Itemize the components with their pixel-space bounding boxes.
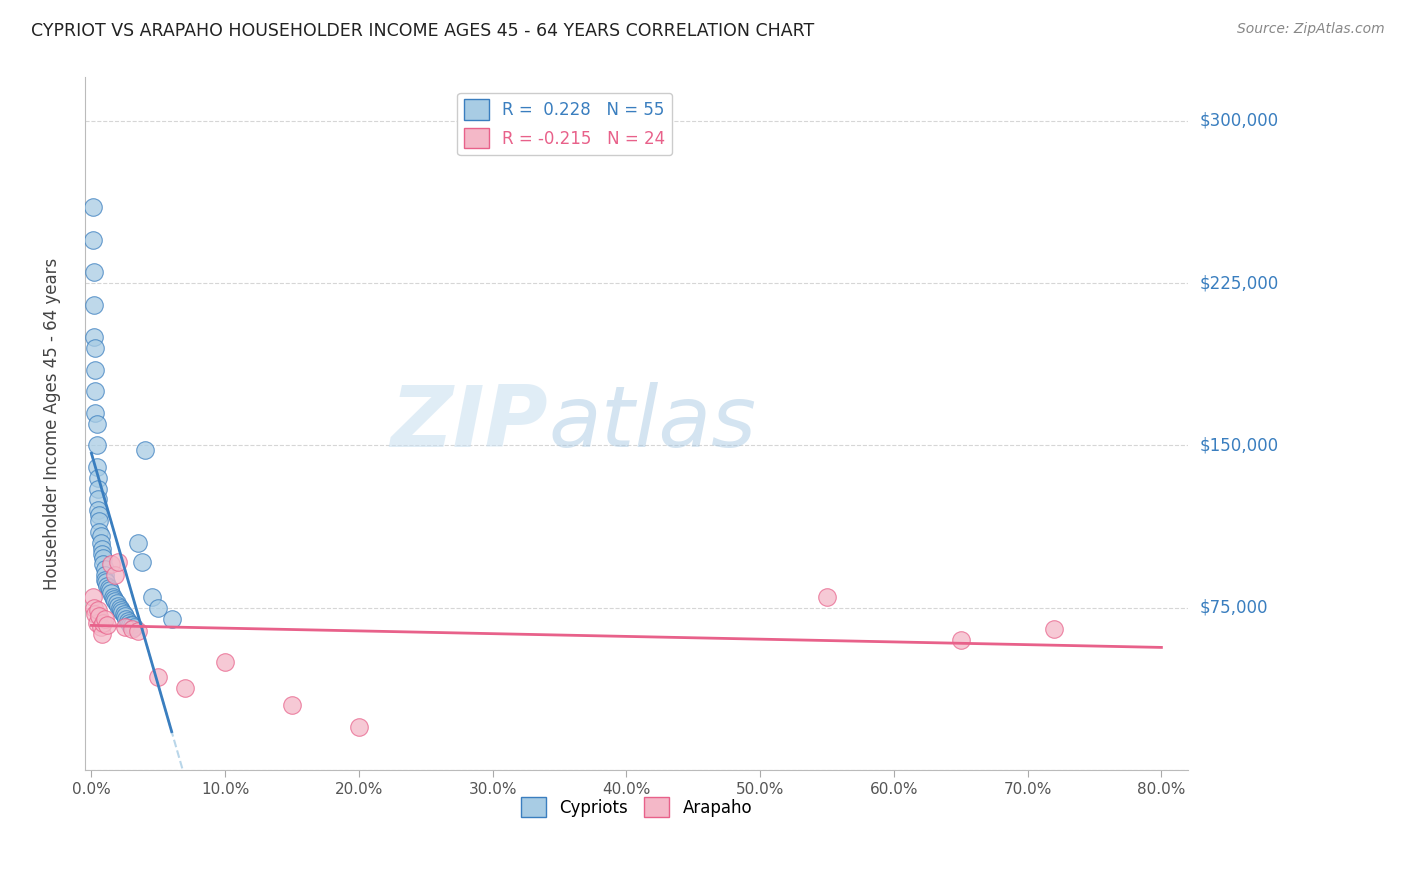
- Point: [87, 503, 110, 517]
- Point: [281, 698, 304, 712]
- Point: [108, 600, 131, 615]
- Point: [87, 482, 110, 496]
- Point: [98, 583, 121, 598]
- Point: [86, 615, 108, 630]
- Text: CYPRIOT VS ARAPAHO HOUSEHOLDER INCOME AGES 45 - 64 YEARS CORRELATION CHART: CYPRIOT VS ARAPAHO HOUSEHOLDER INCOME AG…: [31, 22, 814, 40]
- Point: [100, 558, 122, 572]
- Point: [91, 542, 114, 557]
- Point: [104, 568, 127, 582]
- Point: [89, 508, 111, 522]
- Text: atlas: atlas: [548, 382, 756, 466]
- Point: [87, 492, 110, 507]
- Point: [83, 265, 105, 279]
- Point: [90, 620, 112, 634]
- Point: [93, 550, 115, 565]
- Point: [114, 620, 136, 634]
- Point: [90, 535, 112, 549]
- Point: [93, 615, 115, 630]
- Point: [121, 618, 143, 632]
- Point: [120, 618, 142, 632]
- Point: [94, 611, 117, 625]
- Y-axis label: Householder Income Ages 45 - 64 years: Householder Income Ages 45 - 64 years: [44, 258, 60, 590]
- Text: ZIP: ZIP: [391, 382, 548, 466]
- Point: [84, 341, 107, 355]
- Point: [84, 607, 107, 622]
- Point: [114, 609, 136, 624]
- Point: [82, 233, 104, 247]
- Point: [104, 594, 127, 608]
- Point: [83, 298, 105, 312]
- Point: [117, 614, 139, 628]
- Point: [89, 514, 111, 528]
- Point: [949, 633, 972, 648]
- Point: [112, 607, 135, 622]
- Point: [100, 585, 122, 599]
- Point: [122, 620, 145, 634]
- Text: $300,000: $300,000: [1199, 112, 1278, 129]
- Point: [107, 599, 129, 613]
- Point: [94, 573, 117, 587]
- Point: [84, 362, 107, 376]
- Point: [127, 624, 149, 639]
- Point: [127, 535, 149, 549]
- Legend: Cypriots, Arapaho: Cypriots, Arapaho: [515, 790, 759, 824]
- Point: [91, 547, 114, 561]
- Point: [86, 417, 108, 431]
- Point: [97, 581, 120, 595]
- Point: [1043, 623, 1066, 637]
- Point: [86, 438, 108, 452]
- Point: [87, 603, 110, 617]
- Point: [82, 200, 104, 214]
- Point: [94, 574, 117, 589]
- Point: [93, 558, 115, 572]
- Point: [131, 555, 153, 569]
- Point: [84, 406, 107, 420]
- Point: [141, 590, 163, 604]
- Point: [105, 596, 128, 610]
- Point: [118, 615, 141, 630]
- Point: [90, 529, 112, 543]
- Text: Source: ZipAtlas.com: Source: ZipAtlas.com: [1237, 22, 1385, 37]
- Point: [84, 384, 107, 399]
- Point: [94, 562, 117, 576]
- Point: [115, 611, 138, 625]
- Point: [83, 600, 105, 615]
- Point: [89, 524, 111, 539]
- Point: [214, 655, 236, 669]
- Point: [94, 568, 117, 582]
- Point: [121, 623, 143, 637]
- Point: [103, 592, 125, 607]
- Point: [107, 555, 129, 569]
- Point: [101, 590, 124, 604]
- Point: [86, 460, 108, 475]
- Point: [110, 603, 132, 617]
- Point: [96, 579, 118, 593]
- Point: [815, 590, 838, 604]
- Text: $150,000: $150,000: [1199, 436, 1278, 454]
- Point: [148, 600, 170, 615]
- Point: [89, 609, 111, 624]
- Text: $75,000: $75,000: [1199, 599, 1268, 616]
- Point: [347, 720, 370, 734]
- Point: [96, 618, 118, 632]
- Point: [111, 605, 134, 619]
- Point: [82, 590, 104, 604]
- Point: [91, 626, 114, 640]
- Text: $225,000: $225,000: [1199, 274, 1278, 292]
- Point: [148, 670, 170, 684]
- Point: [160, 611, 183, 625]
- Point: [174, 681, 197, 695]
- Point: [83, 330, 105, 344]
- Point: [87, 471, 110, 485]
- Point: [134, 442, 156, 457]
